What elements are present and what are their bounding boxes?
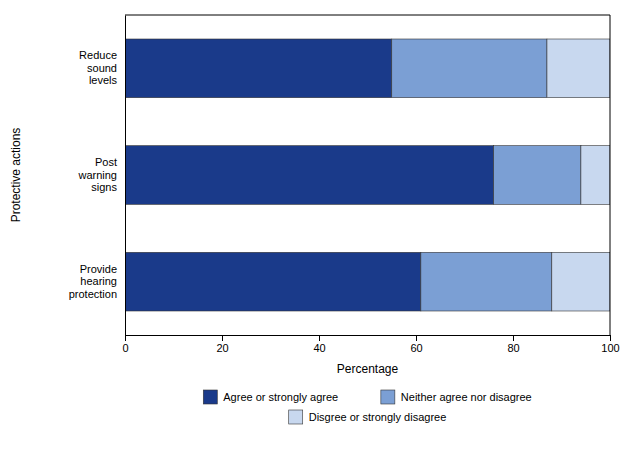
x-axis-title: Percentage (337, 362, 399, 376)
axis-line (126, 336, 611, 342)
legend-label: Agree or strongly agree (223, 391, 338, 403)
bars (125, 39, 610, 311)
tick-label: Postwarningsigns (77, 156, 117, 193)
bar (125, 39, 392, 98)
tick-label: 0 (122, 342, 128, 354)
legend-swatch (289, 410, 303, 424)
bar (547, 39, 610, 98)
legend-item: Agree or strongly agree (203, 390, 338, 404)
bar (421, 252, 552, 311)
frame (610, 15, 611, 335)
plot: 0 20 40 60 80 100 Providehearingprotection Post… (9, 15, 620, 424)
tick-label: 40 (313, 342, 325, 354)
tick-mark (416, 335, 417, 341)
tick: 60 (410, 335, 422, 354)
tick-mark (513, 335, 514, 341)
bar (494, 146, 581, 205)
tick: Providehearingprotection (69, 263, 125, 300)
tick-mark (319, 335, 320, 341)
frame (125, 15, 610, 16)
tick: 20 (216, 335, 228, 354)
axis-line (125, 16, 126, 336)
legend-item: Disgree or strongly disagree (289, 410, 447, 424)
bar (125, 146, 494, 205)
tick: 80 (507, 335, 519, 354)
tick: 40 (313, 335, 325, 354)
legend-item: Neither agree nor disagree (381, 390, 532, 404)
tick: 100 (601, 335, 619, 354)
tick-label: 20 (216, 342, 228, 354)
tick-label: Reducesoundlevels (79, 49, 117, 86)
legend-swatch (381, 390, 395, 404)
y-axis-title: Protective actions (9, 128, 23, 223)
tick: 0 (122, 335, 128, 354)
tick-label: 60 (410, 342, 422, 354)
y-axis: Providehearingprotection Postwarningsigns… (69, 16, 126, 336)
legend-label: Neither agree nor disagree (401, 391, 532, 403)
x-axis: 0 20 40 60 80 100 (122, 335, 619, 354)
series (547, 39, 610, 311)
tick-mark (125, 335, 126, 341)
bar (552, 252, 610, 311)
bar (581, 146, 610, 205)
tick-label: Providehearingprotection (69, 263, 117, 300)
chart: 0 20 40 60 80 100 Providehearingprotection Post… (0, 0, 635, 455)
tick: Reducesoundlevels (79, 49, 125, 86)
legend-swatch (203, 390, 217, 404)
tick-mark (610, 335, 611, 341)
tick-label: 100 (601, 342, 619, 354)
tick: Postwarningsigns (77, 156, 125, 193)
legend: Agree or strongly agree Neither agree nor… (203, 390, 531, 424)
legend-label: Disgree or strongly disagree (309, 411, 447, 423)
bar (392, 39, 547, 98)
bar (125, 252, 421, 311)
tick-mark (222, 335, 223, 341)
tick-label: 80 (507, 342, 519, 354)
